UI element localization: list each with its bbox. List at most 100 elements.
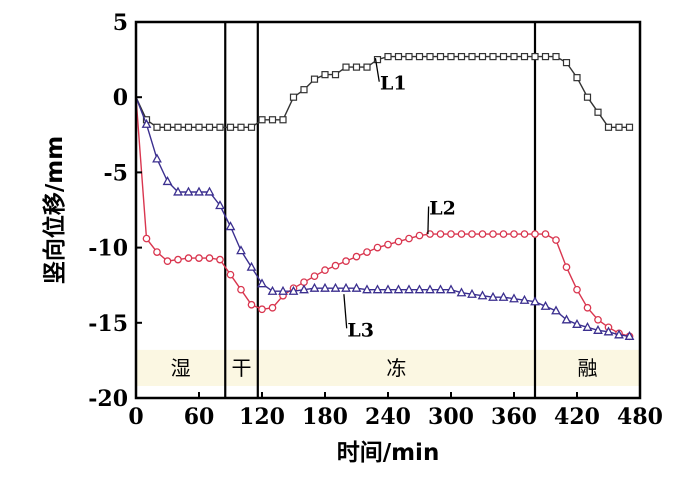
data-point [604,123,613,131]
series-label: L3 [347,319,374,341]
data-point [310,272,319,281]
data-point [625,123,634,131]
x-tick-label: 300 [428,404,474,430]
data-point [478,52,487,61]
data-point [478,230,487,238]
data-point [363,248,371,256]
series-label: L2 [429,198,456,220]
data-point [226,270,235,279]
data-point [225,221,236,231]
y-tick-label: 5 [113,10,128,36]
data-point [268,303,277,312]
data-point [415,231,424,240]
leader-line [427,206,430,235]
data-point [405,234,413,243]
x-axis-title: 时间/min [337,440,440,466]
data-point [551,305,561,315]
data-point [573,285,581,294]
data-point [435,284,446,294]
data-point [351,282,362,292]
data-point [572,318,582,328]
data-point [288,285,299,295]
data-point [436,52,445,61]
data-point [520,230,529,238]
data-point [205,254,214,262]
data-point [216,123,224,131]
leader-line [374,57,380,82]
data-point [174,255,182,264]
data-point [415,52,424,61]
data-point [384,52,392,61]
data-point [162,176,173,186]
x-tick-label: 0 [128,404,143,430]
data-point [246,261,257,271]
data-point [152,153,162,163]
data-point [404,284,414,294]
data-point [509,293,519,303]
x-tick-label: 120 [239,404,285,430]
data-point [467,288,477,298]
data-point [309,282,320,292]
data-point [331,261,340,270]
data-point [530,296,540,306]
series-l3 [135,96,635,340]
data-point [456,287,467,297]
y-tick-label: 0 [113,85,128,111]
data-point [321,71,329,79]
data-point [215,200,225,210]
data-point [321,266,329,275]
data-point [583,93,592,101]
x-tick-label: 420 [554,404,600,430]
data-point [268,116,277,124]
data-point [341,282,351,292]
series-line [135,96,630,337]
data-point [615,123,623,131]
data-point [299,284,309,294]
data-point [531,230,539,238]
x-axis-ticks: 0 60 120 180 240 300 360 420 480 [128,392,663,430]
data-point [226,123,235,131]
data-point [372,284,383,294]
data-point [247,123,256,131]
data-point [278,285,288,295]
data-point [384,240,392,249]
data-point [541,230,550,238]
phase-label: 湿 [171,356,191,380]
data-point [195,254,203,262]
data-point [383,284,393,294]
data-point [320,282,330,292]
data-point [363,63,371,71]
data-point [446,284,456,294]
data-point [310,75,319,83]
data-point [489,230,497,238]
y-axis-ticks: 5 0 -5 -10 -15 -20 [88,10,142,412]
x-tick-label: 60 [184,404,215,430]
data-point [498,291,509,301]
data-point [447,230,455,238]
data-point [457,52,466,61]
series-l2 [135,97,634,341]
data-point [489,52,497,61]
y-tick-label: -15 [88,311,128,337]
phase-bands [136,349,640,386]
series-label: L1 [380,73,407,95]
data-point [184,254,193,262]
data-point [552,236,560,244]
x-tick-label: 360 [491,404,537,430]
data-point [300,86,308,94]
data-point [257,278,267,288]
phase-band [136,349,640,386]
data-point [247,300,256,309]
series-l1 [135,52,634,131]
data-point [362,284,372,294]
data-point [330,282,341,292]
data-point [414,284,425,294]
data-point [540,300,551,310]
data-point [531,52,539,61]
data-point [352,63,361,71]
leader-line [343,294,348,329]
data-point [184,123,193,131]
data-point [258,116,266,124]
data-point [520,52,529,61]
data-point [603,326,614,336]
